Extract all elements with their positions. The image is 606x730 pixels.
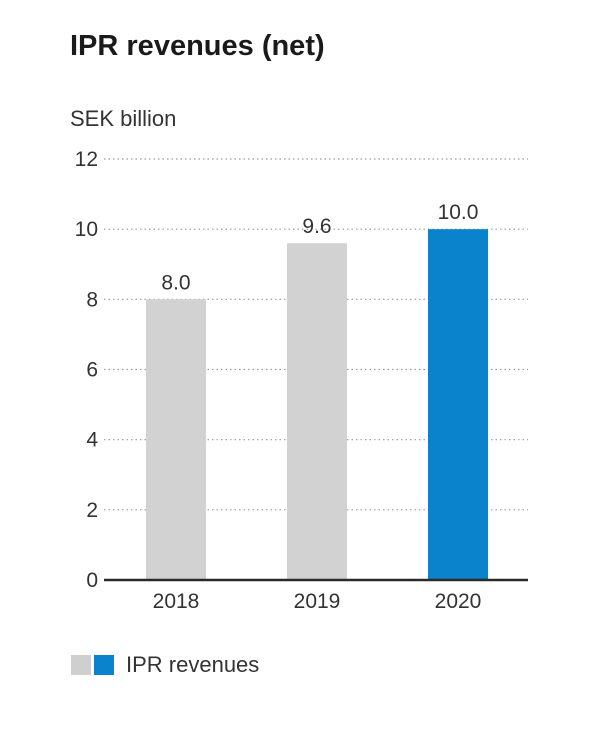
y-tick-label: 4: [86, 429, 98, 452]
unit-label: SEK billion: [70, 106, 177, 131]
labels: 0 2 4 6 8 10 12 8.0 2018 9.6 2019 10.0 2020: [75, 148, 482, 613]
legend-swatch-grey: [71, 655, 91, 675]
x-tick-label-2018: 2018: [153, 590, 200, 613]
legend: IPR revenues: [71, 652, 259, 678]
chart-title: IPR revenues (net): [70, 30, 325, 62]
y-tick-label: 0: [86, 569, 98, 592]
x-tick-label-2020: 2020: [435, 590, 482, 613]
x-tick-label-2019: 2019: [294, 590, 341, 613]
y-tick-label: 12: [75, 148, 98, 171]
bar-2019: [287, 243, 347, 580]
bars: [146, 229, 488, 580]
y-tick-label: 2: [86, 499, 98, 522]
data-label-2019: 9.6: [302, 215, 331, 238]
data-label-2020: 10.0: [438, 201, 479, 224]
data-label-2018: 8.0: [161, 271, 190, 294]
legend-label: IPR revenues: [126, 652, 260, 677]
bar-2020: [428, 229, 488, 580]
legend-swatch-blue: [94, 655, 114, 675]
y-tick-label: 6: [86, 359, 98, 382]
y-tick-label: 8: [86, 288, 98, 311]
bar-2018: [146, 299, 206, 580]
y-tick-label: 10: [75, 218, 98, 241]
